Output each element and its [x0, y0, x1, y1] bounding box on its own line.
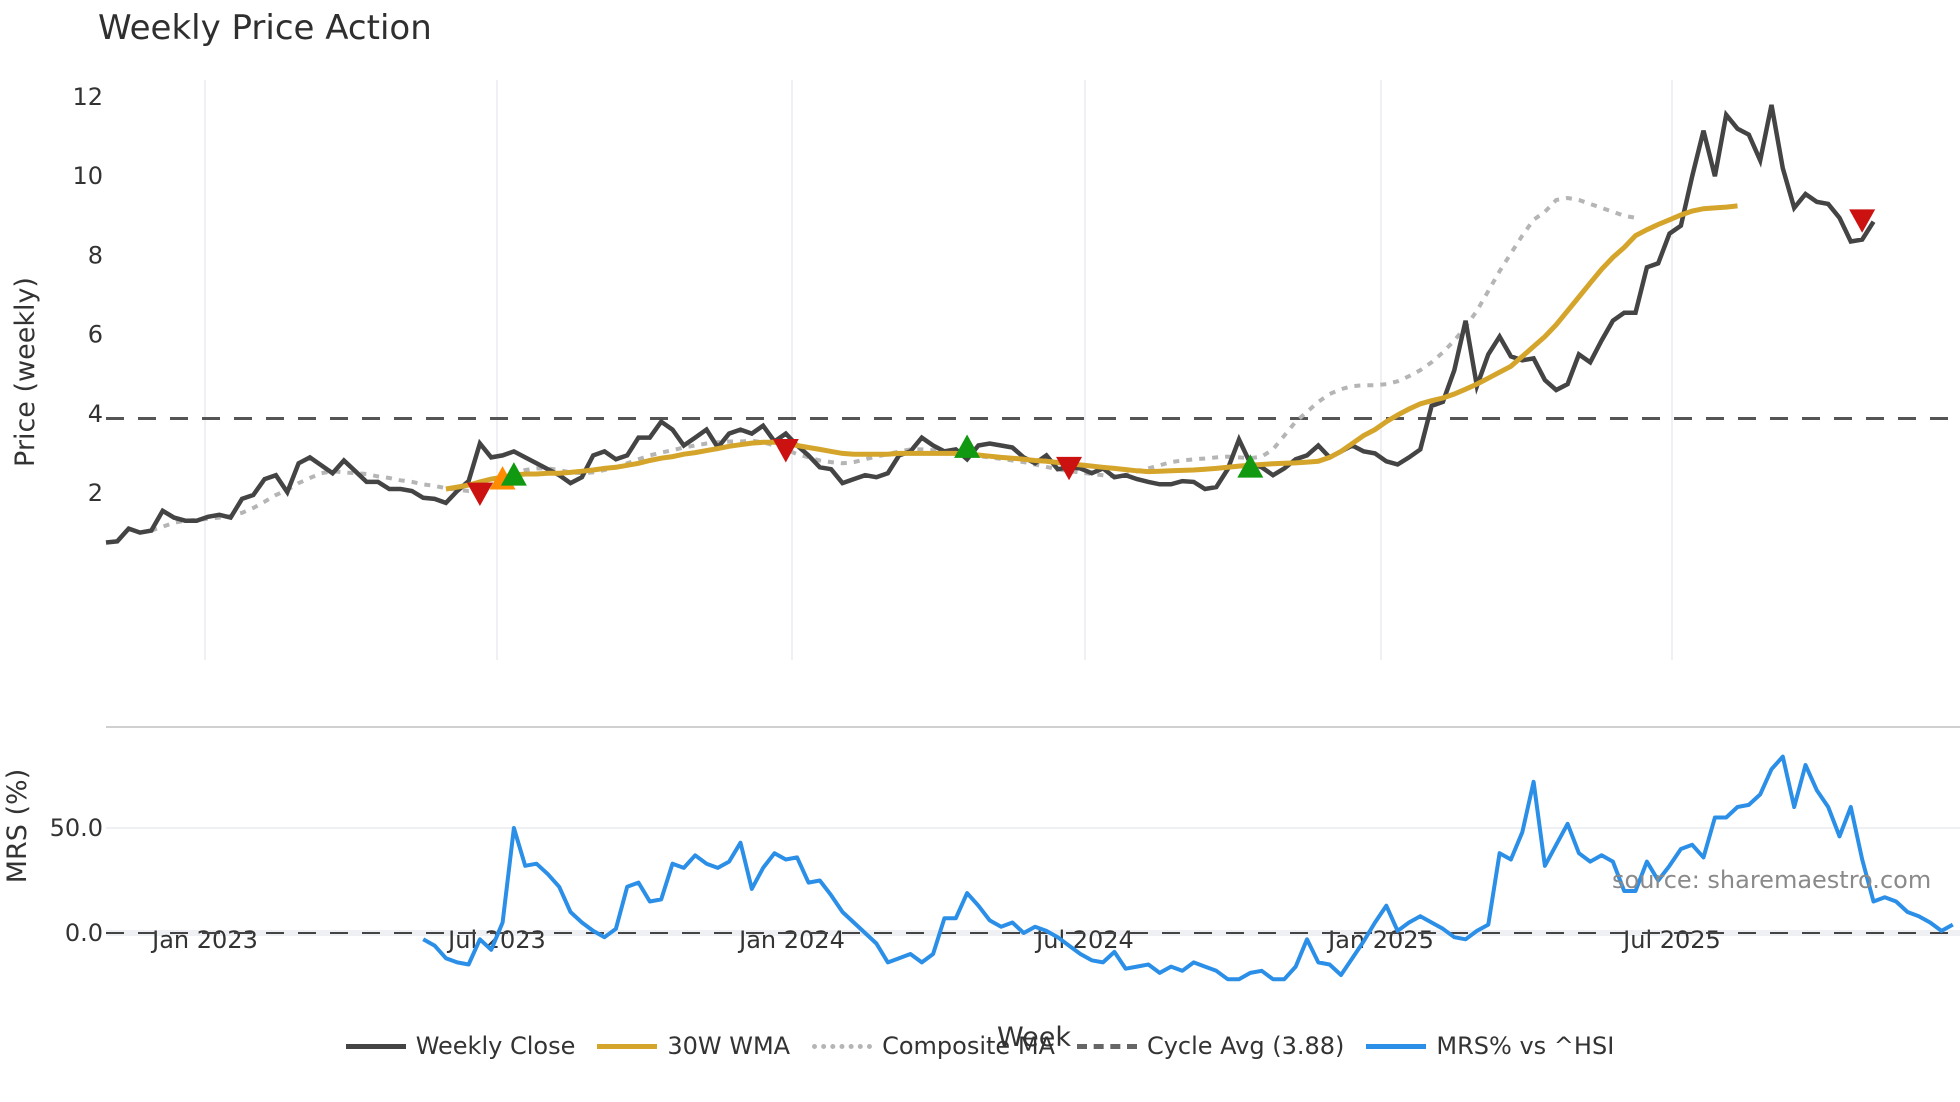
- sell-signal-marker-icon: [466, 482, 493, 506]
- sell-signal-marker-icon: [772, 439, 799, 463]
- legend-label: Cycle Avg (3.88): [1146, 1032, 1345, 1060]
- sell-signal-marker-icon: [1056, 456, 1083, 481]
- legend-item-mrs[interactable]: MRS% vs ^HSI: [1366, 1032, 1614, 1060]
- y-tick-label: 2: [88, 479, 103, 507]
- wma-swatch-icon: [597, 1043, 658, 1049]
- x-axis-label: Week: [997, 1022, 1071, 1053]
- legend-label: Weekly Close: [415, 1032, 576, 1060]
- y-tick-label: 8: [88, 241, 103, 269]
- buy-signal-marker-icon: [500, 462, 527, 486]
- x-tick-label: Jan 2025: [1326, 926, 1434, 954]
- legend-item-cycle-avg[interactable]: Cycle Avg (3.88): [1076, 1032, 1345, 1060]
- legend-label: Composite MA: [882, 1032, 1055, 1060]
- y-tick-label: 12: [72, 83, 103, 111]
- y-tick-label: 6: [88, 321, 103, 349]
- sell-signal-marker-icon: [1849, 209, 1876, 233]
- buy-signal-marker-icon: [954, 434, 981, 458]
- y-axis-label-mrs: MRS (%): [2, 769, 33, 884]
- wma-line: [445, 203, 1738, 492]
- mrs-tick-label: 50.0: [50, 814, 103, 842]
- x-tick-label: Jul 2024: [1034, 926, 1134, 954]
- source-watermark: source: sharemaestro.com: [1612, 866, 1932, 894]
- legend-item-composite-ma[interactable]: Composite MA: [812, 1032, 1055, 1060]
- chart-title: Weekly Price Action: [98, 8, 432, 48]
- x-tick-label: Jan 2024: [737, 926, 845, 954]
- x-tick-label: Jul 2025: [1621, 926, 1721, 954]
- legend: Weekly Close 30W WMA Composite MA Cycle …: [0, 1032, 1960, 1060]
- cycle-avg-swatch-icon: [1076, 1043, 1137, 1049]
- weekly-close-line: [105, 104, 1876, 545]
- y-tick-label: 10: [72, 162, 103, 190]
- y-axis-label-price: Price (weekly): [10, 277, 41, 467]
- legend-item-30w-wma[interactable]: 30W WMA: [597, 1032, 790, 1060]
- weekly-close-swatch-icon: [345, 1043, 406, 1049]
- legend-item-weekly-close[interactable]: Weekly Close: [345, 1032, 576, 1060]
- mrs-line: [422, 754, 1954, 982]
- y-tick-label: 4: [88, 400, 103, 428]
- legend-label: MRS% vs ^HSI: [1436, 1032, 1615, 1060]
- mrs-tick-label: 0.0: [65, 919, 103, 947]
- x-tick-label: Jan 2023: [150, 926, 258, 954]
- legend-label: 30W WMA: [667, 1032, 791, 1060]
- buy-signal-marker-icon: [1237, 454, 1264, 478]
- mrs-swatch-icon: [1366, 1043, 1427, 1049]
- composite-ma-swatch-icon: [812, 1043, 873, 1049]
